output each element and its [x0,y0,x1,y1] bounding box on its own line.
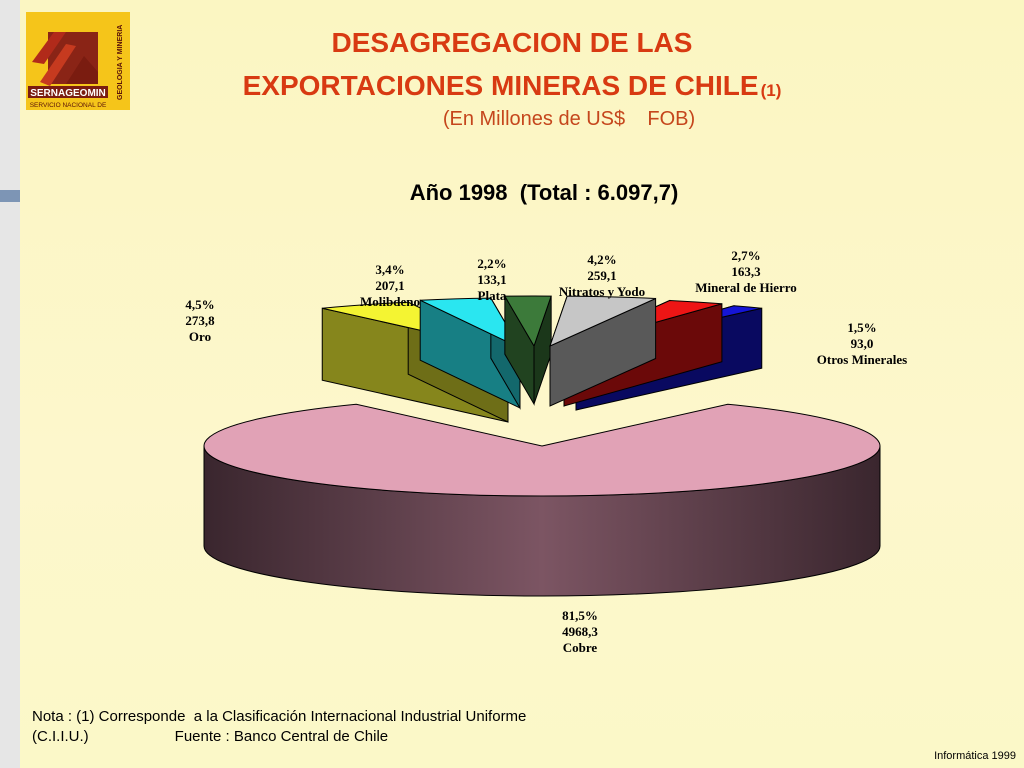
pie-slice-cobre [203,403,881,597]
chart-title: Año 1998 (Total : 6.097,7) [409,180,679,205]
pie-slice-nitratos-y-yodo [549,295,657,407]
logo-bottom-text: SERVICIO NACIONAL DE [30,102,107,109]
data-label-cobre: 81,5% 4968,3 Cobre [562,608,598,655]
data-label-mineral-de-hierro: 2,7% 163,3 Mineral de Hierro [695,248,797,295]
footnote: Nota : (1) Corresponde a la Clasificació… [32,708,527,725]
footnote-line2: (C.I.I.U.) Fuente : Banco Central de Chil… [32,728,388,745]
page-title-line2-text: EXPORTACIONES MINERAS DE CHILE [242,70,759,101]
left-accent-mark [0,190,20,202]
sernageomin-logo-icon: SERNAGEOMIN SERVICIO NACIONAL DE GEOLOGI… [26,12,130,110]
page-title-footnote-marker: (1) [760,81,782,100]
logo-name: SERNAGEOMIN [30,88,106,99]
data-label-plata: 2,2% 133,1 Plata [477,256,507,303]
page-subtitle: (En Millones de US$ FOB) [442,108,696,130]
page-title-line1: DESAGREGACION DE LAS [331,27,693,58]
page-title-line2: EXPORTACIONES MINERAS DE CHILE (1) [0,70,1024,102]
data-label-oro: 4,5% 273,8 Oro [185,297,215,344]
data-label-otros-minerales: 1,5% 93,0 Otros Minerales [817,320,907,367]
source-note: Fuente : Banco Central de Chile [174,728,389,745]
credit-text: Informática 1999 [934,750,1016,762]
logo-side-text: GEOLOGIA Y MINERIA [117,25,124,100]
data-label-nitratos-y-yodo: 4,2% 259,1 Nitratos y Yodo [559,252,645,299]
footnote-ciiu: (C.I.I.U.) [32,728,89,745]
data-label-molibdeno: 3,4% 207,1 Molibdeno [360,262,420,309]
